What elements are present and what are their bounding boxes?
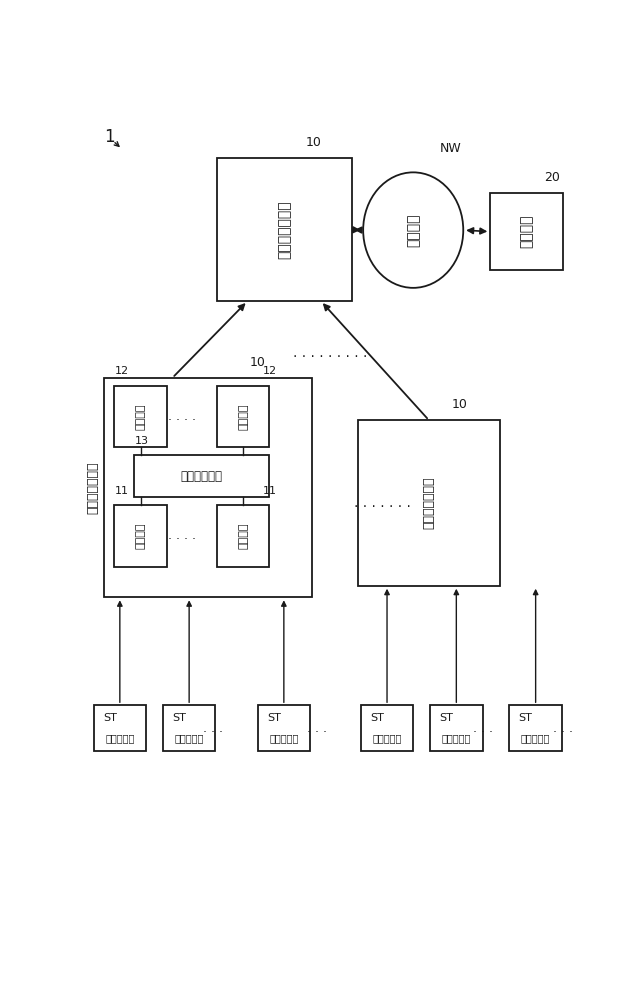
Text: 中继模块: 中继模块 <box>238 403 248 430</box>
Text: 处理装置: 处理装置 <box>520 215 534 248</box>
Text: 传感器中继装置: 传感器中继装置 <box>86 461 99 514</box>
Bar <box>361 705 413 751</box>
Text: . . . . . . . . .: . . . . . . . . . <box>293 346 367 360</box>
Text: . . . . . . .: . . . . . . . <box>354 496 411 510</box>
Text: 终端模块: 终端模块 <box>136 523 146 549</box>
Text: 10: 10 <box>250 356 265 369</box>
Text: ST: ST <box>439 713 453 723</box>
Text: 12: 12 <box>263 366 277 376</box>
Text: 传感器终端: 传感器终端 <box>175 733 204 743</box>
Text: 13: 13 <box>135 436 149 446</box>
Text: 传感器终端: 传感器终端 <box>269 733 299 743</box>
Text: NW: NW <box>440 142 462 155</box>
Bar <box>258 705 310 751</box>
Bar <box>135 455 269 497</box>
Text: . . .: . . . <box>553 722 573 735</box>
Bar <box>104 378 312 597</box>
Text: . . .: . . . <box>203 722 223 735</box>
Text: 10: 10 <box>305 136 321 149</box>
Text: ST: ST <box>518 713 533 723</box>
Text: 终端模块: 终端模块 <box>238 523 248 549</box>
Bar <box>217 505 269 567</box>
Bar <box>490 193 564 270</box>
Bar <box>163 705 215 751</box>
Bar <box>217 386 269 447</box>
Bar <box>430 705 482 751</box>
Text: 20: 20 <box>544 171 560 184</box>
Text: 传感器终端: 传感器终端 <box>105 733 135 743</box>
Text: ST: ST <box>103 713 117 723</box>
Text: . . . .: . . . . <box>168 410 196 423</box>
Text: ST: ST <box>370 713 384 723</box>
Text: 10: 10 <box>451 398 468 411</box>
Bar <box>217 158 352 301</box>
Bar <box>93 705 146 751</box>
Text: 传感器终端: 传感器终端 <box>442 733 471 743</box>
Ellipse shape <box>363 172 463 288</box>
Text: ST: ST <box>267 713 281 723</box>
Bar <box>358 420 500 586</box>
Bar <box>115 505 167 567</box>
Text: 传感器中继装置: 传感器中继装置 <box>277 200 291 259</box>
Text: 通信控制单元: 通信控制单元 <box>181 470 223 483</box>
Bar <box>115 386 167 447</box>
Text: . . .: . . . <box>307 722 327 735</box>
Text: 11: 11 <box>115 486 128 496</box>
Text: ST: ST <box>172 713 186 723</box>
Bar <box>509 705 562 751</box>
Text: . . . .: . . . . <box>168 529 196 542</box>
Text: 11: 11 <box>263 486 277 496</box>
Text: 通信网络: 通信网络 <box>406 213 420 247</box>
Text: 传感器终端: 传感器终端 <box>521 733 551 743</box>
Text: 1: 1 <box>104 128 115 146</box>
Text: 中继模块: 中继模块 <box>136 403 146 430</box>
Text: 12: 12 <box>115 366 129 376</box>
Text: 传感器终端: 传感器终端 <box>372 733 402 743</box>
Text: 传感器中继装置: 传感器中继装置 <box>422 477 435 529</box>
Text: . . .: . . . <box>473 722 493 735</box>
